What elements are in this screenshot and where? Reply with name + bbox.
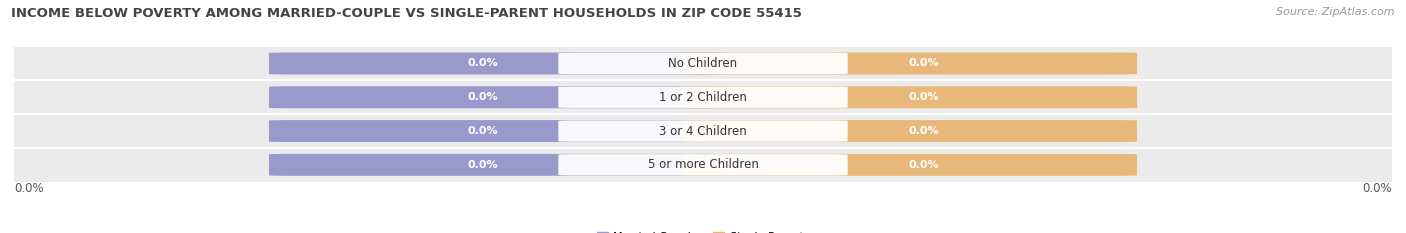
FancyBboxPatch shape xyxy=(269,86,724,108)
FancyBboxPatch shape xyxy=(558,154,848,175)
Text: 0.0%: 0.0% xyxy=(908,126,939,136)
FancyBboxPatch shape xyxy=(14,47,1392,80)
Text: Source: ZipAtlas.com: Source: ZipAtlas.com xyxy=(1277,7,1395,17)
FancyBboxPatch shape xyxy=(14,114,1392,148)
FancyBboxPatch shape xyxy=(558,120,848,142)
Text: No Children: No Children xyxy=(668,57,738,70)
FancyBboxPatch shape xyxy=(682,120,1137,142)
Text: 0.0%: 0.0% xyxy=(1362,182,1392,195)
Text: 3 or 4 Children: 3 or 4 Children xyxy=(659,125,747,137)
Text: INCOME BELOW POVERTY AMONG MARRIED-COUPLE VS SINGLE-PARENT HOUSEHOLDS IN ZIP COD: INCOME BELOW POVERTY AMONG MARRIED-COUPL… xyxy=(11,7,801,20)
FancyBboxPatch shape xyxy=(558,87,848,108)
Text: 0.0%: 0.0% xyxy=(467,92,498,102)
FancyBboxPatch shape xyxy=(269,120,724,142)
FancyBboxPatch shape xyxy=(682,154,1137,176)
Text: 1 or 2 Children: 1 or 2 Children xyxy=(659,91,747,104)
Text: 0.0%: 0.0% xyxy=(467,126,498,136)
Legend: Married Couples, Single Parents: Married Couples, Single Parents xyxy=(592,227,814,233)
Text: 0.0%: 0.0% xyxy=(467,160,498,170)
Text: 0.0%: 0.0% xyxy=(14,182,44,195)
Text: 0.0%: 0.0% xyxy=(908,160,939,170)
FancyBboxPatch shape xyxy=(14,148,1392,182)
Text: 0.0%: 0.0% xyxy=(908,92,939,102)
FancyBboxPatch shape xyxy=(269,154,724,176)
Text: 5 or more Children: 5 or more Children xyxy=(648,158,758,171)
Text: 0.0%: 0.0% xyxy=(908,58,939,69)
FancyBboxPatch shape xyxy=(14,80,1392,114)
FancyBboxPatch shape xyxy=(558,53,848,74)
FancyBboxPatch shape xyxy=(682,52,1137,75)
FancyBboxPatch shape xyxy=(269,52,724,75)
FancyBboxPatch shape xyxy=(682,86,1137,108)
Text: 0.0%: 0.0% xyxy=(467,58,498,69)
